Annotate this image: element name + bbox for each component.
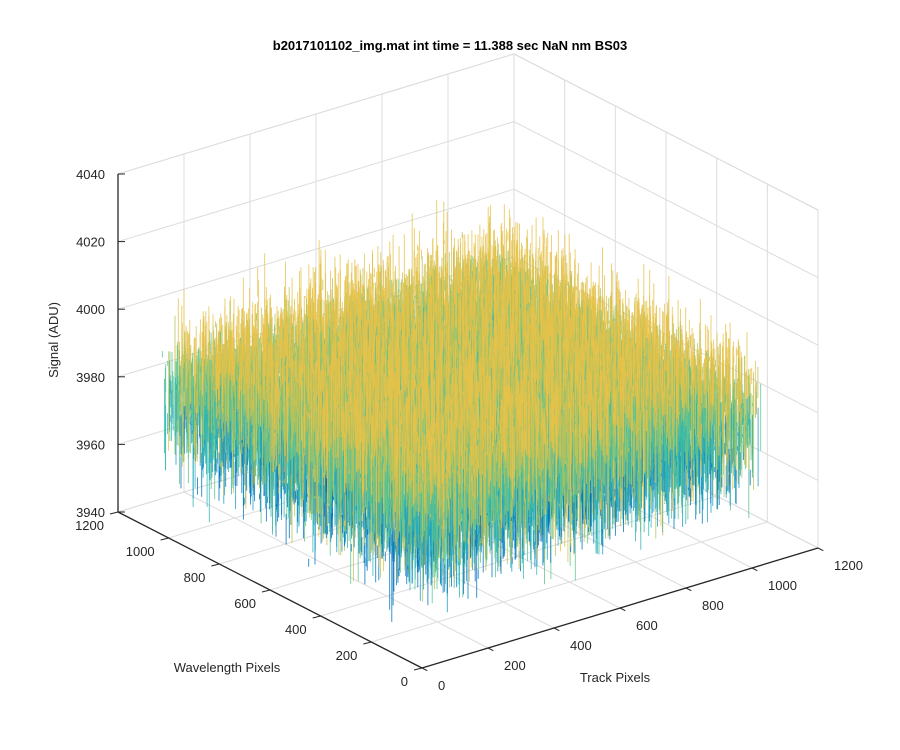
box-edge-top bbox=[513, 53, 819, 211]
gridline-back-right-horizontal bbox=[513, 188, 819, 346]
gridline-floor-y bbox=[371, 521, 768, 643]
gridline-back-left-horizontal bbox=[117, 121, 515, 243]
box-edge-top bbox=[117, 53, 515, 175]
gridline-back-right-horizontal bbox=[513, 121, 819, 279]
surface-layer bbox=[161, 200, 762, 622]
